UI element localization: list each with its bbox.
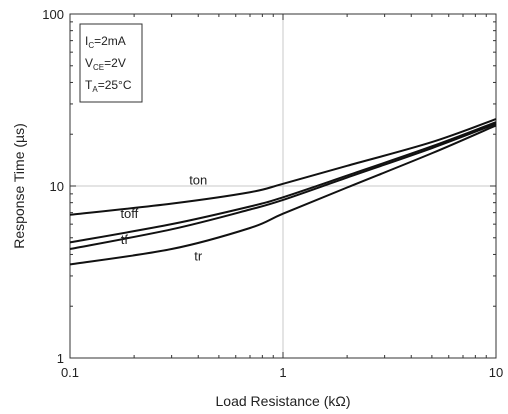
y-tick-label: 1: [57, 351, 64, 366]
condition-i: IC=2mA: [85, 34, 126, 50]
curve-label-tf: tf: [121, 232, 129, 247]
conditions-legend: IC=2mA VCE=2V TA=25°C: [79, 23, 143, 103]
series-group: [69, 118, 497, 266]
series-line-toff: [69, 121, 497, 244]
grid: [70, 14, 496, 358]
y-tick-label: 10: [50, 179, 64, 194]
curve-label-ton: ton: [189, 173, 207, 188]
x-tick-label: 10: [489, 365, 503, 380]
series-line-tr: [69, 124, 497, 266]
x-tick-label: 1: [279, 365, 286, 380]
y-tick-label: 100: [42, 7, 64, 22]
series-line-tf: [69, 122, 497, 251]
condition-v: VCE=2V: [85, 56, 126, 72]
y-axis-label: Response Time (µs): [11, 123, 27, 249]
curve-label-toff: toff: [120, 206, 138, 221]
x-axis-label: Load Resistance (kΩ): [216, 393, 351, 409]
curve-label-tr: tr: [194, 248, 203, 263]
conditions-box: [79, 23, 143, 103]
curve-labels: ton toff tf tr: [120, 173, 207, 264]
x-tick-label: 0.1: [61, 365, 79, 380]
series-line-ton: [69, 118, 497, 216]
condition-t: TA=25°C: [85, 78, 132, 94]
